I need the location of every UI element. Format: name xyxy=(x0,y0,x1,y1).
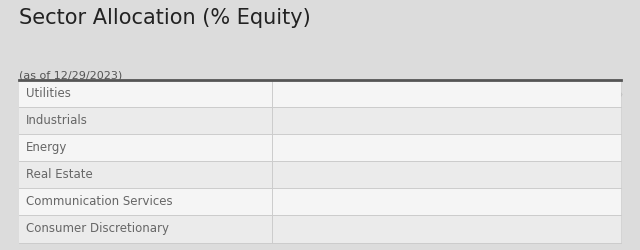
Text: 9.19%: 9.19% xyxy=(335,168,372,181)
Text: 14.04%: 14.04% xyxy=(367,141,412,154)
Bar xyxy=(272,167,332,182)
Text: 2.13%: 2.13% xyxy=(289,196,326,208)
Text: Utilities: Utilities xyxy=(26,87,70,100)
Text: 46.15%: 46.15% xyxy=(579,87,623,100)
Bar xyxy=(272,113,460,128)
Bar xyxy=(272,86,576,101)
Text: 0.01%: 0.01% xyxy=(275,222,312,235)
Text: Industrials: Industrials xyxy=(26,114,88,127)
Bar xyxy=(272,140,364,155)
Text: Real Estate: Real Estate xyxy=(26,168,92,181)
Text: Communication Services: Communication Services xyxy=(26,196,172,208)
Text: (as of 12/29/2023): (as of 12/29/2023) xyxy=(19,70,122,80)
Text: 28.48%: 28.48% xyxy=(462,114,507,127)
Text: Consumer Discretionary: Consumer Discretionary xyxy=(26,222,168,235)
Text: Energy: Energy xyxy=(26,141,67,154)
Bar xyxy=(272,194,286,209)
Text: Sector Allocation (% Equity): Sector Allocation (% Equity) xyxy=(19,8,311,28)
